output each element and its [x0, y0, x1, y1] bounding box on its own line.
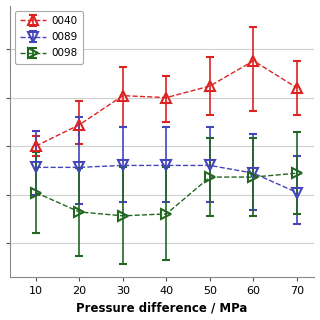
- X-axis label: Pressure difference / MPa: Pressure difference / MPa: [76, 301, 248, 315]
- Legend: 0040, 0089, 0098: 0040, 0089, 0098: [15, 11, 83, 64]
